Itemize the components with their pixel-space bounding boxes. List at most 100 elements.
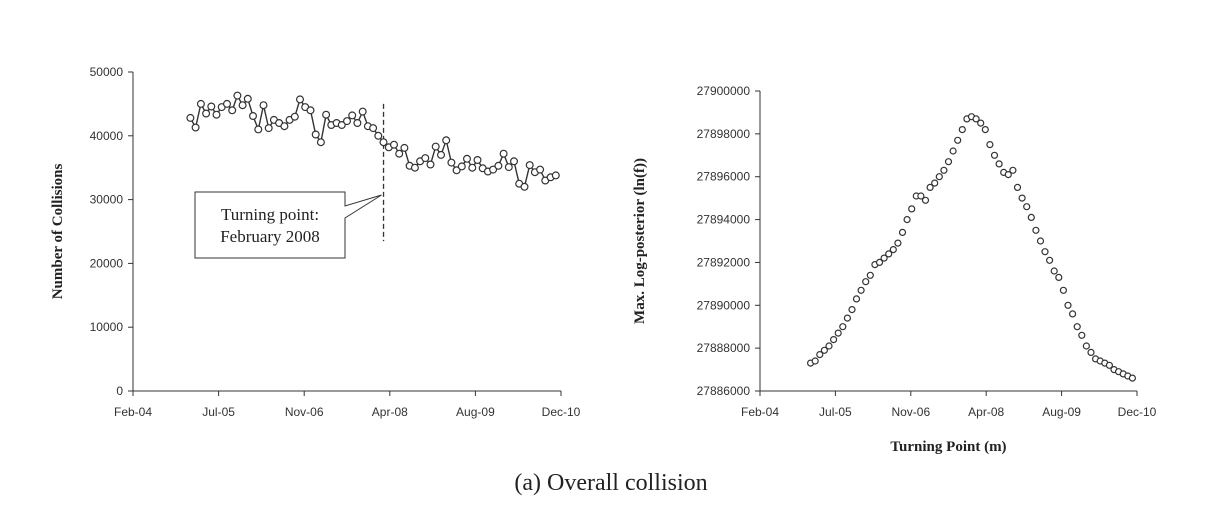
data-point [353, 118, 362, 127]
data-point [447, 158, 456, 167]
data-point [926, 183, 934, 191]
data-point [1068, 310, 1077, 318]
data-point [259, 101, 268, 110]
y-tick-label: 40000 [90, 129, 124, 143]
data-point [473, 156, 482, 165]
y-tick-label: 27900000 [697, 84, 751, 98]
data-point [1128, 374, 1137, 382]
y-axis-label: Number of Collisions [50, 164, 66, 300]
data-point [395, 149, 404, 158]
data-point [504, 163, 513, 172]
data-point [551, 171, 560, 180]
data-point [1018, 194, 1026, 202]
series-line [189, 93, 557, 188]
x-tick-label: Dec-10 [542, 405, 581, 419]
data-point [908, 205, 916, 213]
data-point [829, 336, 838, 344]
log-posterior-scatter-chart: 27886000 27888000 27890000 27892000 27894000… [632, 84, 1157, 455]
data-point [223, 99, 232, 108]
data-point [820, 346, 829, 354]
data-point [358, 107, 367, 116]
data-point [510, 157, 519, 166]
data-point [889, 246, 897, 254]
x-tick-label: Aug-09 [456, 405, 495, 419]
x-tick-label: Feb-04 [741, 405, 779, 419]
data-point [866, 271, 874, 279]
x-tick-label: Jul-05 [202, 405, 235, 419]
data-point [1059, 286, 1068, 294]
data-point [379, 138, 388, 147]
data-point [1050, 267, 1058, 275]
data-point [186, 113, 195, 122]
data-point [1027, 213, 1035, 221]
data-point [452, 166, 461, 175]
data-point [525, 161, 534, 170]
data-point [862, 278, 870, 286]
data-point [990, 151, 999, 159]
x-tick-label: Feb-04 [114, 405, 152, 419]
y-tick-label: 27894000 [697, 213, 751, 227]
data-point [489, 165, 498, 174]
data-point [811, 357, 819, 365]
data-point [944, 158, 953, 166]
data-point [207, 102, 216, 111]
data-point [986, 141, 994, 149]
data-point [494, 161, 503, 170]
data-point [931, 179, 939, 187]
data-point [463, 154, 472, 163]
data-point [1078, 331, 1086, 339]
data-point [202, 109, 211, 118]
data-point [233, 91, 242, 100]
data-point [940, 166, 948, 174]
x-tick-label: Nov-06 [891, 405, 930, 419]
data-point [437, 150, 446, 159]
data-point [296, 95, 305, 104]
data-point [311, 130, 320, 139]
data-point [390, 140, 399, 149]
data-point [848, 306, 856, 314]
data-point [921, 196, 930, 204]
x-tick-label: Nov-06 [285, 405, 324, 419]
data-point [254, 125, 263, 134]
y-tick-label: 20000 [90, 256, 124, 270]
data-point [238, 101, 247, 110]
data-point [316, 138, 325, 147]
x-axis-label: Turning Point (m) [890, 439, 1006, 455]
data-point [196, 99, 205, 108]
data-point [1073, 323, 1081, 331]
data-point [536, 165, 545, 174]
data-point [290, 112, 299, 121]
data-point [898, 228, 907, 236]
data-point [1045, 256, 1054, 264]
data-point [875, 258, 884, 266]
data-point [1055, 273, 1063, 281]
data-point [885, 250, 893, 258]
y-tick-label: 10000 [90, 320, 124, 334]
data-point [825, 342, 833, 350]
data-point [852, 295, 861, 303]
data-point [191, 123, 200, 132]
data-point [343, 117, 352, 126]
y-tick-label: 27888000 [697, 341, 751, 355]
data-point [442, 136, 451, 145]
x-tick-label: Dec-10 [1118, 405, 1157, 419]
y-tick-label: 27898000 [697, 127, 751, 141]
data-point [280, 122, 289, 131]
data-point [1013, 183, 1022, 191]
y-tick-label: 27892000 [697, 255, 751, 269]
data-point [834, 329, 842, 337]
data-point [880, 254, 888, 262]
data-point [1004, 171, 1012, 179]
x-tick-label: Aug-09 [1042, 405, 1081, 419]
data-point [857, 286, 865, 294]
data-point [1087, 348, 1095, 356]
y-axis-label: Max. Log-posterior (ln(f)) [632, 158, 648, 324]
data-point [468, 163, 477, 172]
figure-caption: (a) Overall collision [514, 470, 708, 496]
y-tick-label: 27896000 [697, 170, 751, 184]
data-point [520, 182, 529, 191]
data-point [212, 110, 221, 119]
annotation-callout-box [194, 191, 382, 259]
data-point [421, 154, 430, 163]
data-point [1023, 203, 1031, 211]
